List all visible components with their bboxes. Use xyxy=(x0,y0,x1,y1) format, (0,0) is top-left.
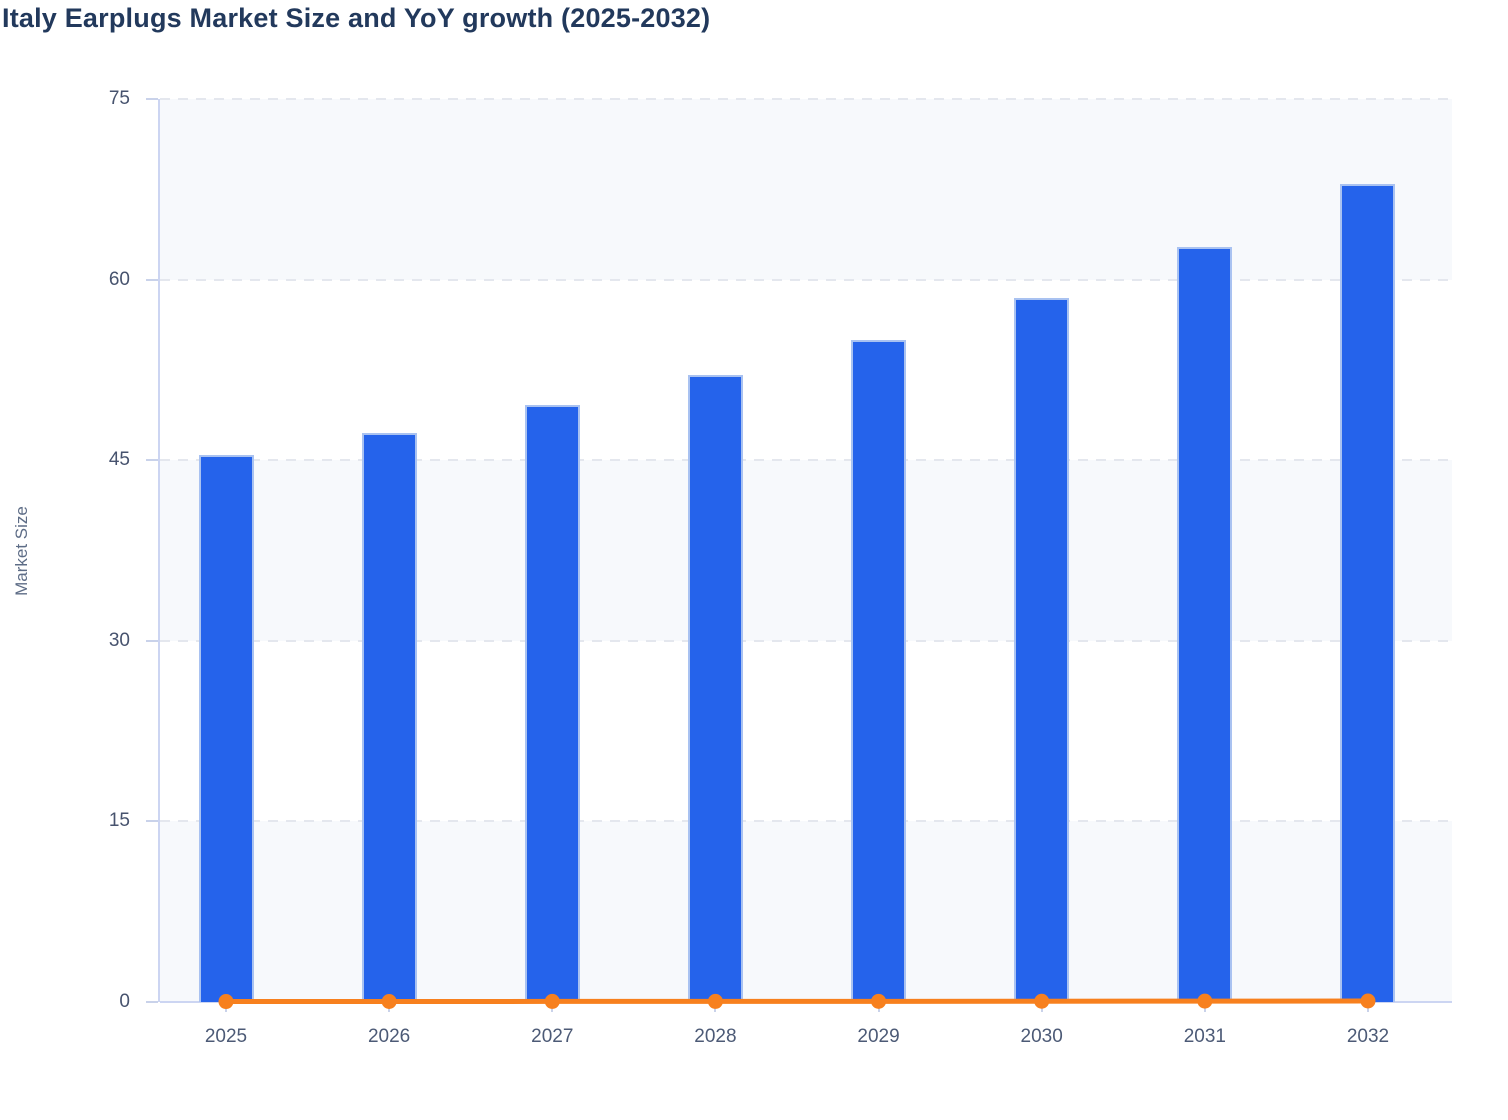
y-axis-tick xyxy=(146,459,158,462)
yoy-marker-2025[interactable] xyxy=(218,994,234,1010)
chart-title: Italy Earplugs Market Size and YoY growt… xyxy=(2,3,711,33)
y-axis-tick xyxy=(146,1001,158,1003)
yoy-marker-2027[interactable] xyxy=(544,993,560,1009)
x-axis-line xyxy=(160,1001,1452,1003)
x-axis-label-2032: 2032 xyxy=(1346,1026,1390,1047)
yoy-marker-2028[interactable] xyxy=(707,993,723,1009)
bar-2025[interactable] xyxy=(198,455,254,1002)
gridline xyxy=(160,820,1452,823)
bar-2031[interactable] xyxy=(1177,247,1233,1002)
yoy-marker-2029[interactable] xyxy=(871,993,887,1009)
y-axis-line xyxy=(158,99,160,1002)
plot-band xyxy=(160,279,1452,461)
y-axis-tick xyxy=(146,639,158,642)
gridline xyxy=(160,459,1452,462)
x-axis-label-2028: 2028 xyxy=(694,1026,737,1047)
yoy-marker-2031[interactable] xyxy=(1197,993,1213,1009)
bar-2032[interactable] xyxy=(1340,184,1396,1002)
gridline xyxy=(160,98,1452,100)
bar-2029[interactable] xyxy=(851,339,907,1002)
y-axis-title: Market Size xyxy=(12,506,31,596)
plot-band xyxy=(160,640,1452,822)
y-axis-tick xyxy=(146,278,158,281)
bar-2026[interactable] xyxy=(361,432,417,1002)
yoy-marker-2030[interactable] xyxy=(1034,993,1050,1009)
x-axis-label-2031: 2031 xyxy=(1183,1026,1226,1047)
x-axis-label-2025: 2025 xyxy=(204,1026,248,1047)
yoy-marker-2026[interactable] xyxy=(381,993,397,1009)
y-axis-tick-label: 15 xyxy=(108,810,130,832)
plot-band xyxy=(160,99,1452,280)
gridline xyxy=(160,278,1452,281)
plot-area: 0 15 30 45 60 75 2025 2026 2027 2028 2029 2030 2031 2… xyxy=(109,88,1452,1047)
plot-band xyxy=(160,821,1452,1002)
bar-2030[interactable] xyxy=(1014,297,1070,1002)
y-axis-tick-label: 60 xyxy=(108,268,130,290)
yoy-marker-2032[interactable] xyxy=(1360,993,1376,1009)
y-axis-tick xyxy=(146,98,158,100)
y-axis-tick-label: 0 xyxy=(119,991,130,1012)
plot-band xyxy=(160,460,1452,641)
x-axis-label-2026: 2026 xyxy=(367,1026,411,1047)
x-axis-label-2029: 2029 xyxy=(857,1026,900,1047)
x-axis-label-2030: 2030 xyxy=(1020,1026,1063,1047)
gridline xyxy=(160,639,1452,642)
y-axis-tick-label: 75 xyxy=(108,88,130,109)
y-axis-tick-label: 45 xyxy=(108,449,130,471)
bar-2027[interactable] xyxy=(524,404,580,1002)
x-axis-label-2027: 2027 xyxy=(531,1026,574,1047)
y-axis-tick-label: 30 xyxy=(108,629,130,651)
y-axis-tick xyxy=(146,820,158,823)
bar-2028[interactable] xyxy=(687,374,743,1002)
